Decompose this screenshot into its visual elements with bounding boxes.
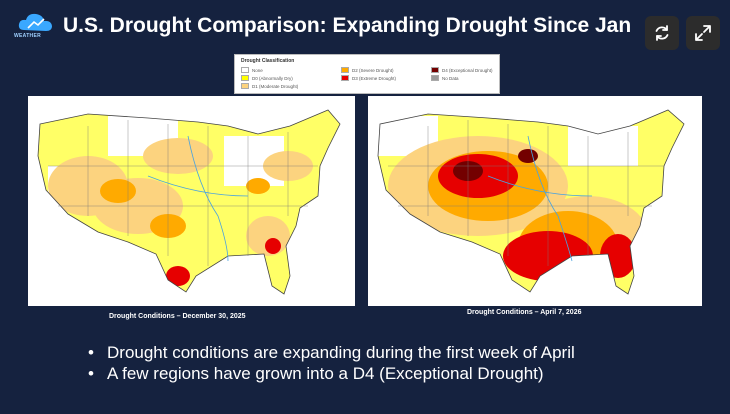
legend-item: D3 (Extreme Drought) [341,75,396,81]
drought-map-apr-2026 [368,96,702,306]
bullet-item: A few regions have grown into a D4 (Exce… [88,363,575,384]
refresh-button[interactable] [645,16,679,50]
expand-button[interactable] [686,16,720,50]
legend-swatch [341,67,349,73]
left-map-caption: Drought Conditions – December 30, 2025 [109,313,246,320]
legend-swatch [241,75,249,81]
legend-swatch [241,83,249,89]
legend-swatch [431,75,439,81]
legend-item: No Data [431,75,459,81]
bullet-list: Drought conditions are expanding during … [88,342,575,384]
refresh-icon [655,25,669,41]
bullet-item: Drought conditions are expanding during … [88,342,575,363]
legend-swatch [431,67,439,73]
slide-title: U.S. Drought Comparison: Expanding Droug… [63,14,632,37]
legend-item: D4 (Exceptional Drought) [431,67,493,73]
legend-swatch [241,67,249,73]
legend-item: D1 (Moderate Drought) [241,83,298,89]
legend-swatch [341,75,349,81]
legend-item: D2 (Severe Drought) [341,67,394,73]
cloud-logo [16,10,56,40]
drought-map-dec-2025 [28,96,355,306]
expand-icon [695,25,711,41]
legend-item: None [241,67,263,73]
logo-text: WEATHER [14,33,42,39]
drought-legend: Drought Classification None D0 (Abnormal… [234,54,500,94]
legend-title: Drought Classification [241,58,295,64]
legend-item: D0 (Abnormally Dry) [241,75,293,81]
right-map-caption: Drought Conditions – April 7, 2026 [467,309,582,316]
